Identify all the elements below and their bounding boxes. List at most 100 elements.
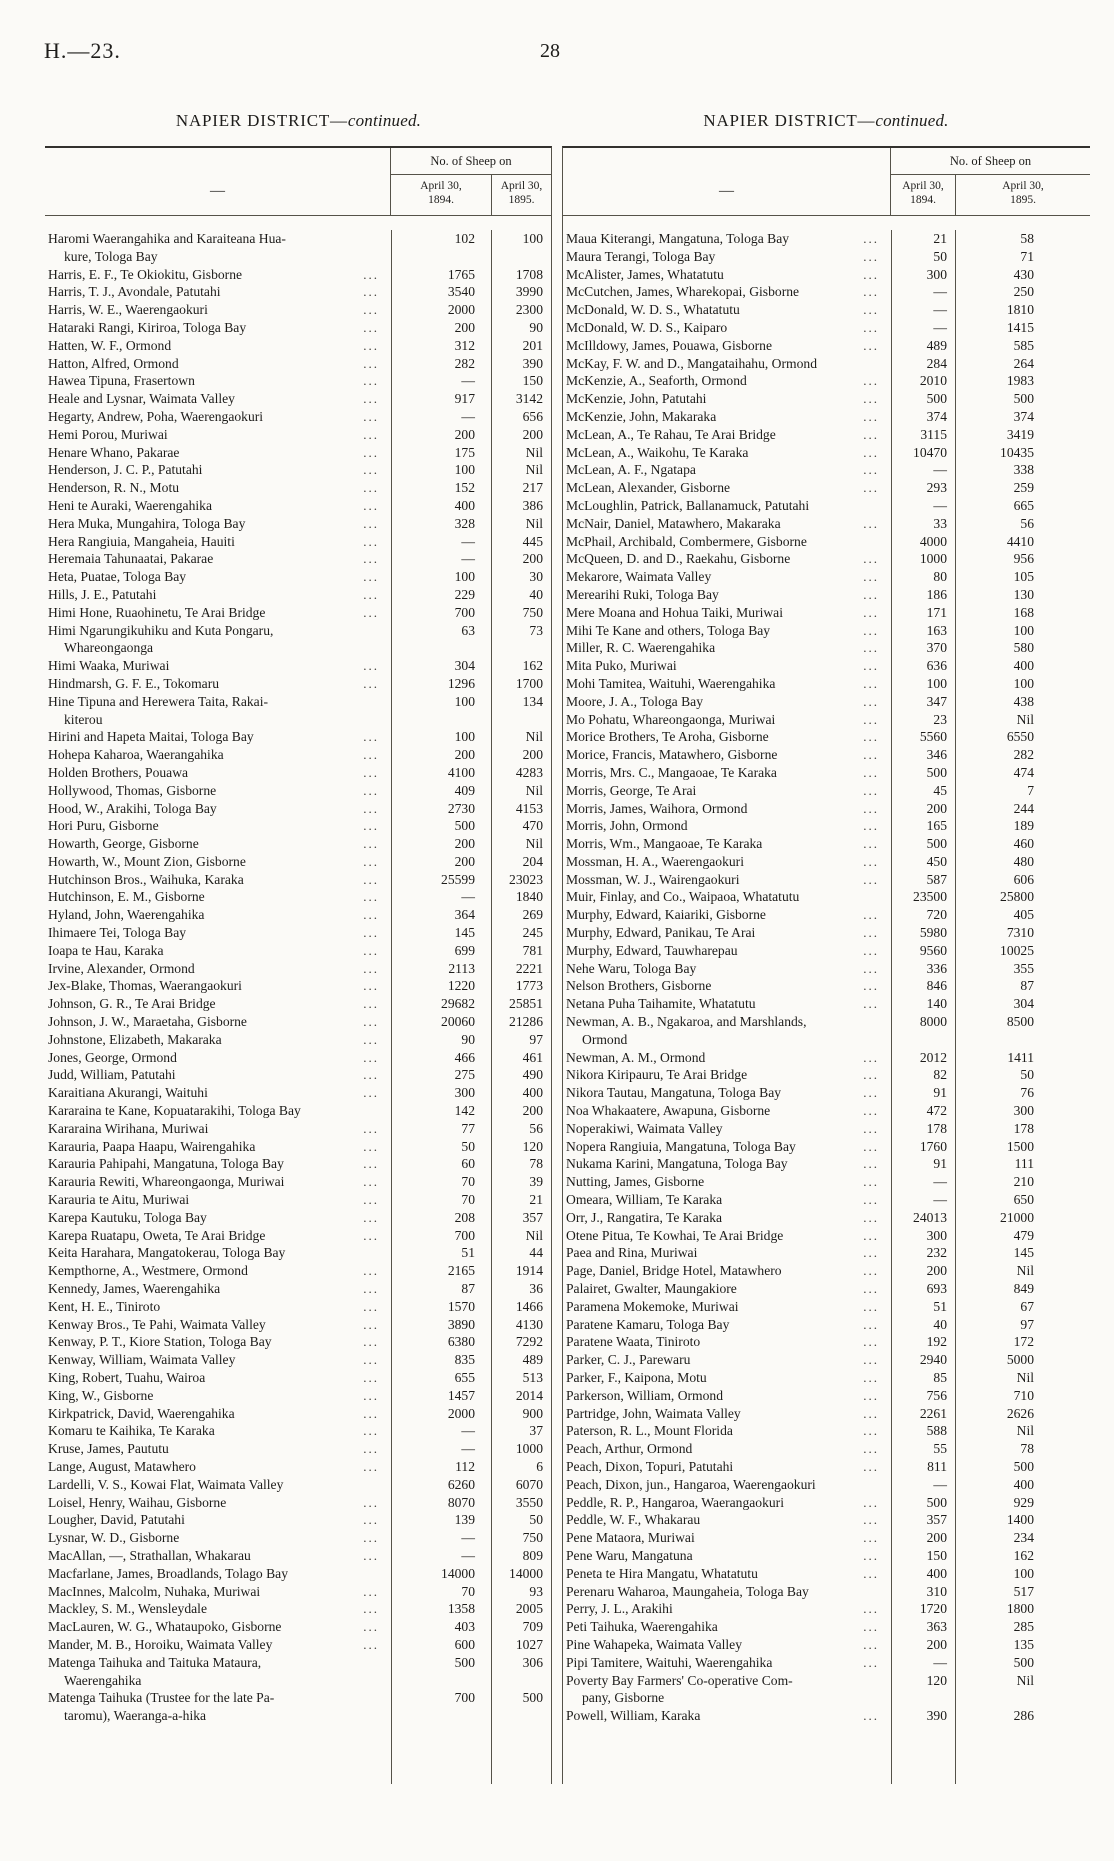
table-row: Komaru te Kaihika, Te Karaka... —37 [45,1422,551,1441]
sheep-count-1894: 40 [891,1315,955,1334]
owner-name: Nopera Rangiuia, Mangatuna, Tologa Bay [566,1138,796,1154]
owner-name: McLean, A., Te Rahau, Te Arai Bridge [566,426,776,442]
sheep-count-1895: 44 [491,1244,551,1263]
owner-name-cell: Poverty Bay Farmers' Co-operative Com- p… [563,1672,891,1708]
sheep-count-1895: 259 [955,479,1090,497]
owner-name-cell: Paea and Rina, Muriwai... [563,1244,891,1262]
sheep-count-1894: 500 [891,1493,955,1512]
owner-name-cell: Karauria Rewiti, Whareongaonga, Muriwai.… [45,1173,391,1191]
owner-name-cell: Mohi Tamitea, Waituhi, Waerengahika... [563,675,891,693]
sheep-count-1895: 7 [955,781,1090,800]
sheep-count-1894: 152 [391,479,491,497]
owner-name-cell: Parkerson, William, Ormond... [563,1387,891,1405]
leader-dots: ... [363,319,379,335]
owner-name: Powell, William, Karaka [566,1708,701,1724]
leader-dots: ... [863,551,879,567]
table-row: Nehe Waru, Tologa Bay... 336 355 [563,959,1090,978]
table-row: McNair, Daniel, Matawhero, Makaraka... 33… [563,514,1090,533]
owner-name: Hera Muka, Mungahira, Tologa Bay [48,515,246,531]
sheep-count-1895: Nil [491,781,551,800]
table-row: Omeara, William, Te Karaka... —650 [563,1191,1090,1209]
owner-name-cell: Mackley, S. M., Wensleydale... [45,1600,391,1618]
sheep-count-1894: 700 [391,1226,491,1245]
leader-dots: ... [363,1547,379,1563]
table-row: Paratene Waata, Tiniroto... 192 172 [563,1333,1090,1352]
sheep-count-1894: 100 [391,568,491,586]
owner-name-cell: McDonald, W. D. S., Whatatutu... [563,301,891,319]
sheep-count-1894: — [891,1191,955,1209]
owner-name-cell: Muir, Finlay, and Co., Waipaoa, Whatatut… [563,888,891,906]
sheep-count-1894: 77 [391,1119,491,1138]
sheep-count-1894: 304 [391,657,491,675]
sheep-count-1895: 97 [955,1315,1090,1334]
sheep-count-1895: 200 [491,425,551,444]
owner-name: McPhail, Archibald, Combermere, Gisborne [566,533,807,549]
table-row: McDonald, W. D. S., Kaiparo... —1415 [563,318,1090,337]
owner-name-cell: Johnson, G. R., Te Arai Bridge... [45,995,391,1013]
left-date-subheaders: April 30, 1894. April 30, 1895. [391,175,551,215]
table-row: Pine Wahapeka, Waimata Valley... 200 135 [563,1635,1090,1654]
sheep-count-1894: 112 [391,1457,491,1476]
owner-name-cell: Morris, John, Ormond... [563,817,891,835]
owner-name: Kent, H. E., Tiniroto [48,1298,161,1314]
owner-name: Karaitiana Akurangi, Waituhi [48,1085,208,1101]
leader-dots: ... [863,996,879,1012]
table-row: Lange, August, Matawhero... 112 6 [45,1457,551,1476]
sheep-count-1894: 275 [391,1066,491,1085]
table-row: Morris, John, Ormond... 165 189 [563,817,1090,836]
table-row: Partridge, John, Waimata Valley... 2261 26… [563,1404,1090,1423]
owner-name: Netana Puha Taihamite, Whatatutu [566,996,756,1012]
owner-name-cell: McKenzie, John, Makaraka... [563,408,891,426]
right-date-subheaders: April 30, 1894. April 30, 1895. [891,175,1090,215]
owner-name-cell: Parker, C. J., Parewaru... [563,1351,891,1369]
table-row: Heta, Puatae, Tologa Bay... 100 30 [45,568,551,586]
name-column-dash: — [210,182,225,199]
sheep-count-1894: 102 [391,230,491,266]
table-row: Heale and Lysnar, Waimata Valley... 917 31… [45,390,551,408]
owner-name-cell: Peach, Dixon, jun., Hangaroa, Waerengaok… [563,1476,891,1494]
owner-name: Pene Mataora, Muriwai [566,1530,695,1546]
sheep-count-1895: 405 [955,906,1090,925]
owner-name-cell: Nelson Brothers, Gisborne... [563,977,891,995]
sheep-count-1895: 105 [955,568,1090,586]
table-row: Nopera Rangiuia, Mangatuna, Tologa Bay..… [563,1137,1090,1156]
owner-name-cell: Hindmarsh, G. F. E., Tokomaru... [45,675,391,693]
owner-name-cell: Harris, T. J., Avondale, Patutahi... [45,283,391,301]
owner-name: Hyland, John, Waerengahika [48,907,205,923]
owner-name-cell: MacInnes, Malcolm, Nuhaka, Muriwai... [45,1583,391,1601]
sheep-count-1894: 9560 [891,941,955,960]
leader-dots: ... [863,747,879,763]
owner-name: Nelson Brothers, Gisborne [566,978,712,994]
leader-dots: ... [363,1120,379,1136]
table-row: Mossman, W. J., Wairengaokuri... 587 606 [563,870,1090,889]
sheep-count-1894: 700 [391,603,491,622]
owner-name-cell: McKay, F. W. and D., Mangataihahu, Ormon… [563,355,891,373]
owner-name-cell: Kempthorne, A., Westmere, Ormond... [45,1262,391,1280]
sheep-count-1895: 269 [491,906,551,925]
owner-name: Paratene Waata, Tiniroto [566,1334,701,1350]
owner-name-cell: Nehe Waru, Tologa Bay... [563,960,891,978]
owner-name: Nutting, James, Gisborne [566,1174,705,1190]
owner-name: Mackley, S. M., Wensleydale [48,1601,207,1617]
owner-name-cell: McLoughlin, Patrick, Ballanamuck, Patuta… [563,497,891,515]
leader-dots: ... [363,871,379,887]
leader-dots: ... [863,231,879,246]
owner-name-cell: McIlldowy, James, Pouawa, Gisborne... [563,337,891,355]
sheep-count-1894: — [391,1440,491,1458]
owner-name: Parker, F., Kaipona, Motu [566,1370,707,1385]
owner-name: Johnson, J. W., Maraetaha, Gisborne [48,1014,247,1030]
sheep-count-1895: Nil [491,1226,551,1245]
name-column-dash: — [719,182,734,199]
table-row: Kenway, William, Waimata Valley... 835 489 [45,1351,551,1369]
table-row: Johnson, J. W., Maraetaha, Gisborne... 20… [45,1013,551,1031]
sheep-count-1894: 70 [391,1191,491,1209]
owner-name-cell: Henderson, J. C. P., Patutahi... [45,461,391,479]
leader-dots: ... [363,1138,379,1154]
sheep-count-1894: 699 [391,941,491,960]
table-row: Nutting, James, Gisborne... —210 [563,1173,1090,1192]
table-row: Merearihi Ruki, Tologa Bay... 186 130 [563,585,1090,604]
owner-name-cell: Peddle, R. P., Hangaroa, Waerangaokuri..… [563,1494,891,1512]
table-row: Himi Hone, Ruaohinetu, Te Arai Bridge...… [45,603,551,622]
leader-dots: ... [863,925,879,941]
owner-name: Nukama Karini, Mangatuna, Tologa Bay [566,1156,788,1172]
